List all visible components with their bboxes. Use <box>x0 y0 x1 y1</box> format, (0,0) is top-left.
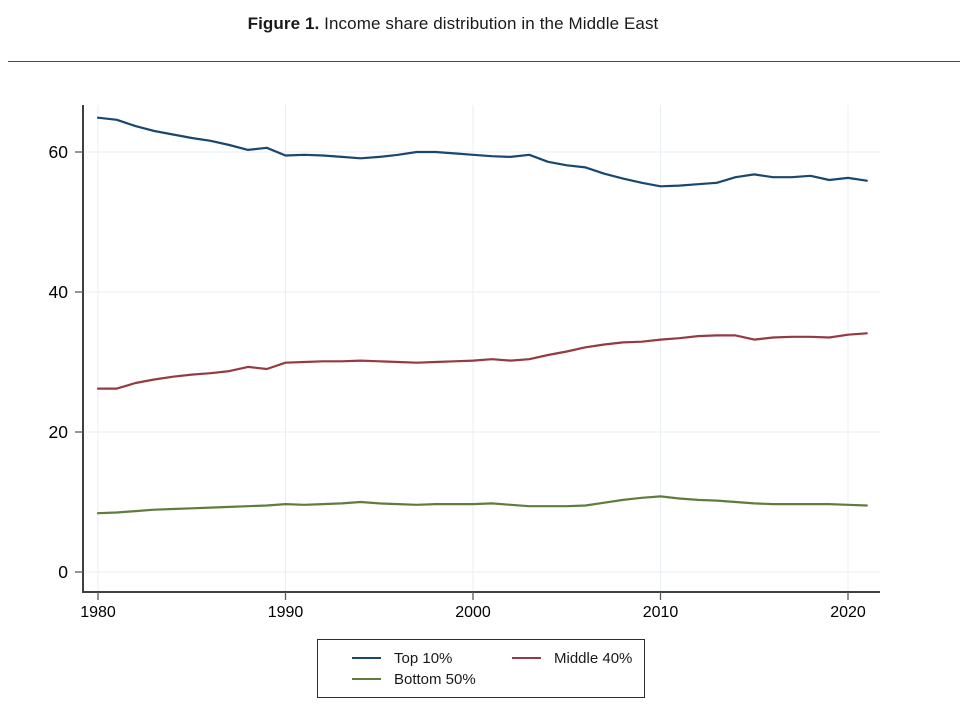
svg-text:20: 20 <box>49 422 69 442</box>
bottom50-line-key <box>352 677 381 681</box>
figure-caption: Income share distribution in the Middle … <box>319 14 659 33</box>
svg-text:2020: 2020 <box>830 604 866 621</box>
middle40-line-key <box>512 656 541 660</box>
svg-text:2000: 2000 <box>455 604 491 621</box>
title-divider <box>8 61 960 62</box>
figure-title: Figure 1. Income share distribution in t… <box>0 14 906 34</box>
svg-text:2010: 2010 <box>643 604 679 621</box>
svg-text:1980: 1980 <box>80 604 116 621</box>
svg-text:0: 0 <box>58 562 68 582</box>
legend-label-top10: Top 10% <box>394 649 453 667</box>
svg-text:40: 40 <box>49 282 69 302</box>
top10-line-key <box>352 656 381 660</box>
legend-label-bottom50: Bottom 50% <box>394 670 476 688</box>
svg-text:1990: 1990 <box>268 604 304 621</box>
legend-item-top10: Top 10% <box>352 650 512 667</box>
svg-text:60: 60 <box>49 142 69 162</box>
chart-legend: Top 10% Middle 40% Bottom 50% <box>317 639 645 698</box>
figure-number-label: Figure 1. <box>247 14 320 33</box>
legend-label-middle40: Middle 40% <box>554 649 633 667</box>
legend-item-middle40: Middle 40% <box>512 650 644 667</box>
legend-item-bottom50: Bottom 50% <box>352 671 512 688</box>
